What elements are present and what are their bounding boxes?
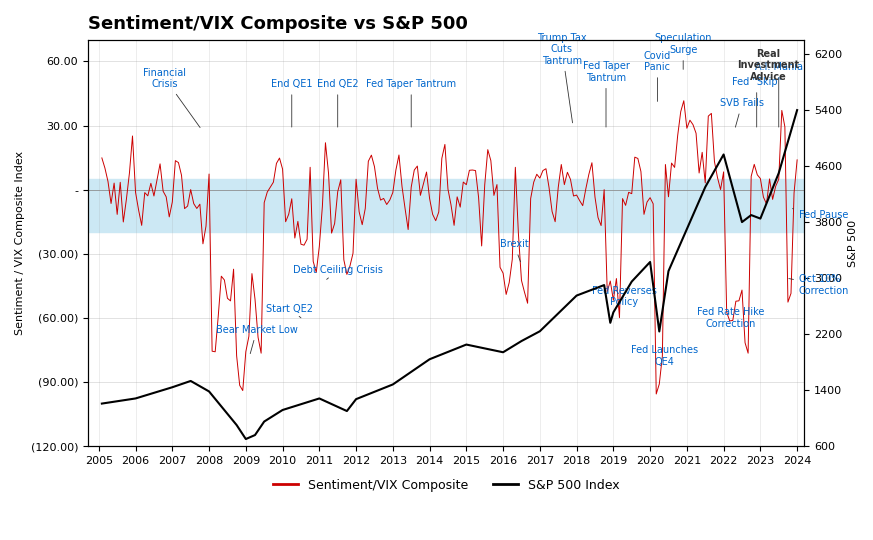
Text: Bear Market Low: Bear Market Low — [216, 325, 298, 354]
Bar — [88, 179, 805, 232]
Y-axis label: Sentiment / VIX Composite Index: Sentiment / VIX Composite Index — [15, 151, 25, 335]
Text: Financial
Crisis: Financial Crisis — [143, 68, 200, 127]
Text: End QE2: End QE2 — [317, 79, 359, 127]
Text: Fed Taper Tantrum: Fed Taper Tantrum — [366, 79, 457, 127]
Text: Fed Taper
Tantrum: Fed Taper Tantrum — [582, 61, 629, 127]
Text: Fed Reverses
Policy: Fed Reverses Policy — [592, 286, 656, 307]
Text: Sentiment/VIX Composite vs S&P 500: Sentiment/VIX Composite vs S&P 500 — [88, 15, 468, 33]
Text: Fed Launches
QE4: Fed Launches QE4 — [631, 346, 698, 367]
Legend: Sentiment/VIX Composite, S&P 500 Index: Sentiment/VIX Composite, S&P 500 Index — [268, 474, 624, 497]
Text: Oct 10%
Correction: Oct 10% Correction — [789, 274, 849, 296]
Text: Fed Rate Hike
Correction: Fed Rate Hike Correction — [698, 307, 765, 329]
Text: SVB Fails: SVB Fails — [720, 98, 764, 127]
Text: Trump Tax
Cuts
Tantrum: Trump Tax Cuts Tantrum — [537, 32, 587, 123]
Text: Start QE2: Start QE2 — [266, 303, 313, 318]
Text: Speculation
Surge: Speculation Surge — [655, 33, 712, 69]
Text: End QE1: End QE1 — [271, 79, 313, 127]
Text: A.I. Mania: A.I. Mania — [755, 62, 803, 127]
Text: Fed Pause: Fed Pause — [793, 208, 849, 220]
Text: Brexit: Brexit — [499, 239, 528, 262]
Text: Covid
Panic: Covid Panic — [643, 51, 671, 102]
Text: Debt Ceiling Crisis: Debt Ceiling Crisis — [292, 265, 382, 279]
Text: Fed "Skip": Fed "Skip" — [732, 77, 781, 127]
Text: Real
Investment
Advice: Real Investment Advice — [737, 49, 800, 82]
Y-axis label: S&P 500: S&P 500 — [848, 220, 858, 267]
